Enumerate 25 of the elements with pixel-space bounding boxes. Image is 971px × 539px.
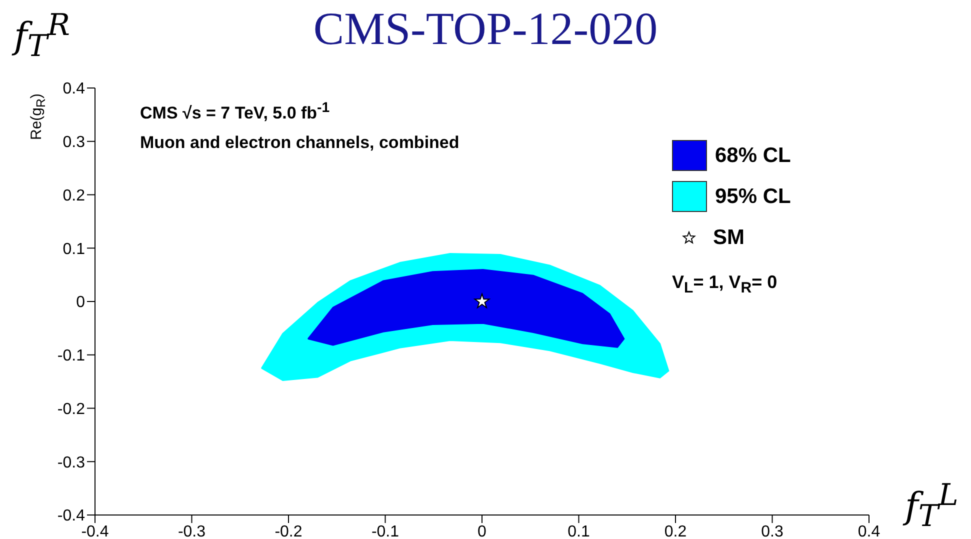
x-tick-label: 0.2 xyxy=(664,523,687,539)
y-tick-label: -0.3 xyxy=(57,454,86,472)
y-tick-label: -0.4 xyxy=(57,508,86,525)
x-tick-label: -0.3 xyxy=(178,523,206,539)
y-tick-label: 0.3 xyxy=(62,134,86,152)
x-tick-label: -0.1 xyxy=(371,523,400,539)
x-tick-label: 0 xyxy=(478,523,487,539)
chart-title: CMS-TOP-12-020 xyxy=(313,3,658,54)
y-tick-label: -0.1 xyxy=(57,348,86,365)
x-tick-label: 0.1 xyxy=(568,523,590,539)
x-tick-label: 0.4 xyxy=(858,523,880,539)
annotation: CMS √s = 7 TeV, 5.0 fb$^{-1}$ xyxy=(140,100,330,124)
annotation: Muon and electron channels, combined xyxy=(140,133,460,153)
y-tick-label: 0 xyxy=(76,294,86,312)
y-tick-label: 0.1 xyxy=(62,240,86,258)
annotation: V$_{L}$= 1, V$_{R}$= 0 xyxy=(672,272,778,297)
legend-label: SM xyxy=(713,226,744,250)
y-tick-label: -0.2 xyxy=(57,400,86,418)
legend-label: 95% CL xyxy=(715,184,791,208)
x-tick-label: 0.3 xyxy=(761,523,784,539)
x-tick-label: -0.2 xyxy=(274,523,302,539)
y-tick-label: 0.4 xyxy=(62,80,86,98)
x-tick-label: -0.4 xyxy=(81,523,109,539)
legend-label: 68% CL xyxy=(715,144,791,168)
y-tick-label: 0.2 xyxy=(62,187,86,204)
